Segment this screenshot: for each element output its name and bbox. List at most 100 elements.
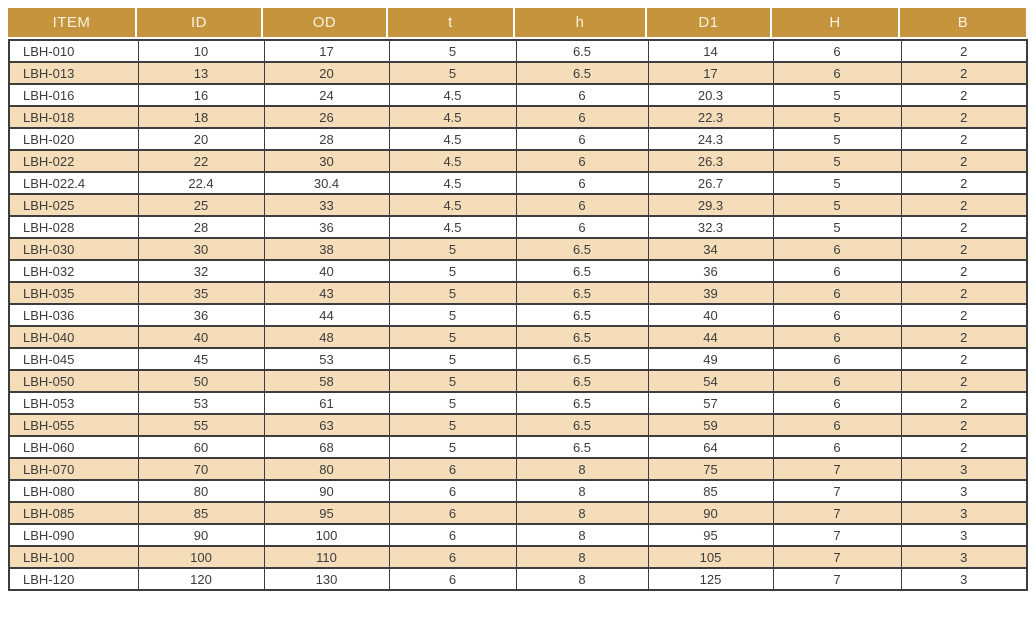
table-cell: 63 bbox=[263, 413, 390, 437]
table-cell: 95 bbox=[263, 501, 390, 525]
table-row: LBH-120 120 130 6 8 125 7 3 bbox=[8, 567, 1028, 591]
table-cell: 30 bbox=[263, 149, 390, 173]
table-cell: 2 bbox=[900, 259, 1028, 283]
spec-table: LBH-010 10 17 5 6.5 14 6 2 LBH-013 13 20 5 6.5 17 6 2 LB… bbox=[8, 39, 1028, 591]
table-cell: 39 bbox=[647, 281, 774, 305]
table-cell: LBH-060 bbox=[8, 435, 139, 459]
table-cell: 5 bbox=[388, 259, 517, 283]
table-cell: 44 bbox=[647, 325, 774, 349]
table-cell: 54 bbox=[647, 369, 774, 393]
table-cell: 100 bbox=[137, 545, 265, 569]
column-header: H bbox=[772, 8, 900, 37]
table-cell: 40 bbox=[263, 259, 390, 283]
table-cell: 26.7 bbox=[647, 171, 774, 195]
table-cell: 5 bbox=[388, 61, 517, 85]
column-header: t bbox=[388, 8, 515, 37]
table-cell: 6 bbox=[772, 281, 902, 305]
table-cell: 8 bbox=[515, 479, 649, 503]
table-cell: 6.5 bbox=[515, 435, 649, 459]
table-cell: 8 bbox=[515, 567, 649, 591]
table-cell: 6 bbox=[388, 523, 517, 547]
table-cell: LBH-053 bbox=[8, 391, 139, 415]
table-cell: LBH-036 bbox=[8, 303, 139, 327]
table-cell: 2 bbox=[900, 105, 1028, 129]
table-cell: LBH-022 bbox=[8, 149, 139, 173]
table-cell: 7 bbox=[772, 479, 902, 503]
table-cell: LBH-045 bbox=[8, 347, 139, 371]
table-cell: 20.3 bbox=[647, 83, 774, 107]
table-row: LBH-022.4 22.4 30.4 4.5 6 26.7 5 2 bbox=[8, 171, 1028, 195]
table-cell: 105 bbox=[647, 545, 774, 569]
table-cell: 6.5 bbox=[515, 413, 649, 437]
column-header: ID bbox=[137, 8, 263, 37]
table-cell: 6 bbox=[772, 259, 902, 283]
table-cell: 26.3 bbox=[647, 149, 774, 173]
column-header: ITEM bbox=[8, 8, 137, 37]
table-cell: 32 bbox=[137, 259, 265, 283]
table-cell: 58 bbox=[263, 369, 390, 393]
table-cell: LBH-032 bbox=[8, 259, 139, 283]
table-cell: 44 bbox=[263, 303, 390, 327]
table-cell: 6.5 bbox=[515, 281, 649, 305]
table-cell: 6 bbox=[515, 149, 649, 173]
table-row: LBH-018 18 26 4.5 6 22.3 5 2 bbox=[8, 105, 1028, 129]
table-cell: 32.3 bbox=[647, 215, 774, 239]
table-cell: 4.5 bbox=[388, 105, 517, 129]
table-cell: LBH-080 bbox=[8, 479, 139, 503]
table-cell: 57 bbox=[647, 391, 774, 415]
table-cell: LBH-030 bbox=[8, 237, 139, 261]
table-row: LBH-022 22 30 4.5 6 26.3 5 2 bbox=[8, 149, 1028, 173]
table-row: LBH-010 10 17 5 6.5 14 6 2 bbox=[8, 39, 1028, 63]
table-row: LBH-036 36 44 5 6.5 40 6 2 bbox=[8, 303, 1028, 327]
table-cell: 5 bbox=[388, 303, 517, 327]
table-cell: 7 bbox=[772, 523, 902, 547]
table-cell: 5 bbox=[388, 413, 517, 437]
table-cell: 90 bbox=[647, 501, 774, 525]
table-cell: LBH-013 bbox=[8, 61, 139, 85]
spec-table-header: ITEM ID OD t h D1 H B bbox=[8, 8, 1026, 37]
table-row: LBH-028 28 36 4.5 6 32.3 5 2 bbox=[8, 215, 1028, 239]
table-cell: 2 bbox=[900, 171, 1028, 195]
table-cell: LBH-050 bbox=[8, 369, 139, 393]
table-cell: 2 bbox=[900, 39, 1028, 63]
table-row: LBH-045 45 53 5 6.5 49 6 2 bbox=[8, 347, 1028, 371]
table-cell: 35 bbox=[137, 281, 265, 305]
table-cell: 120 bbox=[137, 567, 265, 591]
table-cell: 48 bbox=[263, 325, 390, 349]
table-cell: 6 bbox=[772, 347, 902, 371]
table-cell: 6 bbox=[515, 105, 649, 129]
table-cell: 59 bbox=[647, 413, 774, 437]
table-cell: 2 bbox=[900, 127, 1028, 151]
table-cell: 5 bbox=[388, 39, 517, 63]
table-cell: 24 bbox=[263, 83, 390, 107]
table-cell: 5 bbox=[388, 237, 517, 261]
table-cell: 4.5 bbox=[388, 149, 517, 173]
table-cell: 6 bbox=[772, 435, 902, 459]
table-cell: 40 bbox=[647, 303, 774, 327]
table-cell: 55 bbox=[137, 413, 265, 437]
table-cell: 6 bbox=[772, 325, 902, 349]
table-cell: 2 bbox=[900, 237, 1028, 261]
table-cell: 2 bbox=[900, 61, 1028, 85]
table-cell: 100 bbox=[263, 523, 390, 547]
table-cell: 6 bbox=[388, 457, 517, 481]
table-cell: 85 bbox=[137, 501, 265, 525]
table-cell: 7 bbox=[772, 501, 902, 525]
table-cell: 36 bbox=[137, 303, 265, 327]
table-cell: 5 bbox=[772, 105, 902, 129]
table-cell: 5 bbox=[388, 281, 517, 305]
table-cell: 3 bbox=[900, 567, 1028, 591]
table-cell: 30 bbox=[137, 237, 265, 261]
table-cell: 18 bbox=[137, 105, 265, 129]
table-cell: 28 bbox=[263, 127, 390, 151]
table-cell: 2 bbox=[900, 369, 1028, 393]
table-cell: 5 bbox=[388, 369, 517, 393]
table-row: LBH-030 30 38 5 6.5 34 6 2 bbox=[8, 237, 1028, 261]
table-cell: LBH-025 bbox=[8, 193, 139, 217]
table-row: LBH-025 25 33 4.5 6 29.3 5 2 bbox=[8, 193, 1028, 217]
table-cell: 5 bbox=[388, 391, 517, 415]
table-cell: 2 bbox=[900, 281, 1028, 305]
table-cell: 50 bbox=[137, 369, 265, 393]
table-cell: 5 bbox=[388, 347, 517, 371]
